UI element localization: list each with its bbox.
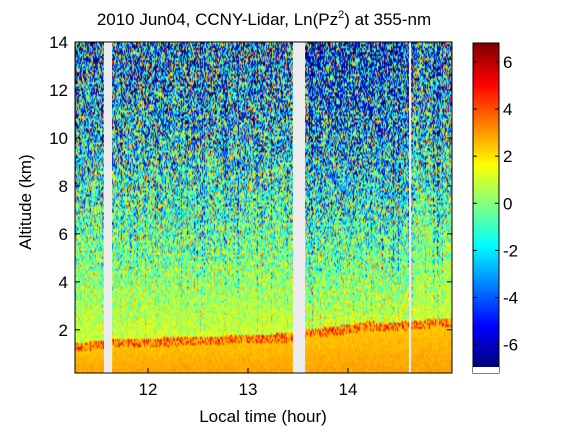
y-tick-label: 4 (59, 273, 68, 292)
colorbar-tick-label: 2 (503, 147, 512, 166)
colorbar-tick-label: -6 (503, 336, 518, 355)
backscatter-heatmap (75, 42, 452, 373)
y-axis-ticks: 2 4 6 8 10 12 14 (49, 33, 452, 340)
chart-title: 2010 Jun04, CCNY-Lidar, Ln(Pz2) at 355-n… (97, 9, 431, 29)
y-tick-label: 8 (59, 177, 68, 196)
y-axis-label: Altitude (km) (16, 154, 35, 249)
x-axis-label: Local time (hour) (199, 407, 327, 426)
title-tail: ) at 355-nm (344, 10, 431, 29)
y-tick-label: 14 (49, 33, 68, 52)
colorbar: 6 4 2 0 -2 -4 -6 (472, 42, 518, 374)
plot-frame (74, 41, 453, 374)
x-tick-label: 14 (339, 380, 358, 399)
colorbar-undercolor (473, 367, 499, 373)
colorbar-tick-label: 4 (503, 100, 512, 119)
colorbar-gradient (473, 43, 499, 367)
colorbar-tick-label: -4 (503, 289, 518, 308)
colorbar-tick-label: 6 (503, 53, 512, 72)
colorbar-tick-label: -2 (503, 241, 518, 260)
heatmap-plot: 12 13 14 2 4 6 8 10 12 14 (49, 33, 453, 399)
x-tick-label: 13 (239, 380, 258, 399)
y-tick-label: 12 (49, 81, 68, 100)
title-superscript: 2 (338, 9, 344, 21)
x-tick-label: 12 (139, 380, 158, 399)
colorbar-ticks: 6 4 2 0 -2 -4 -6 (473, 53, 518, 355)
data-gap-1 (104, 42, 112, 373)
y-tick-label: 2 (59, 321, 68, 340)
x-axis-ticks: 12 13 14 (139, 42, 358, 399)
data-gap-3 (409, 42, 411, 373)
y-tick-label: 10 (49, 129, 68, 148)
data-gaps (104, 42, 411, 373)
data-gap-2 (293, 42, 305, 373)
colorbar-tick-label: 0 (503, 194, 512, 213)
title-main: 2010 Jun04, CCNY-Lidar, Ln(Pz (97, 10, 338, 29)
y-tick-label: 6 (59, 225, 68, 244)
